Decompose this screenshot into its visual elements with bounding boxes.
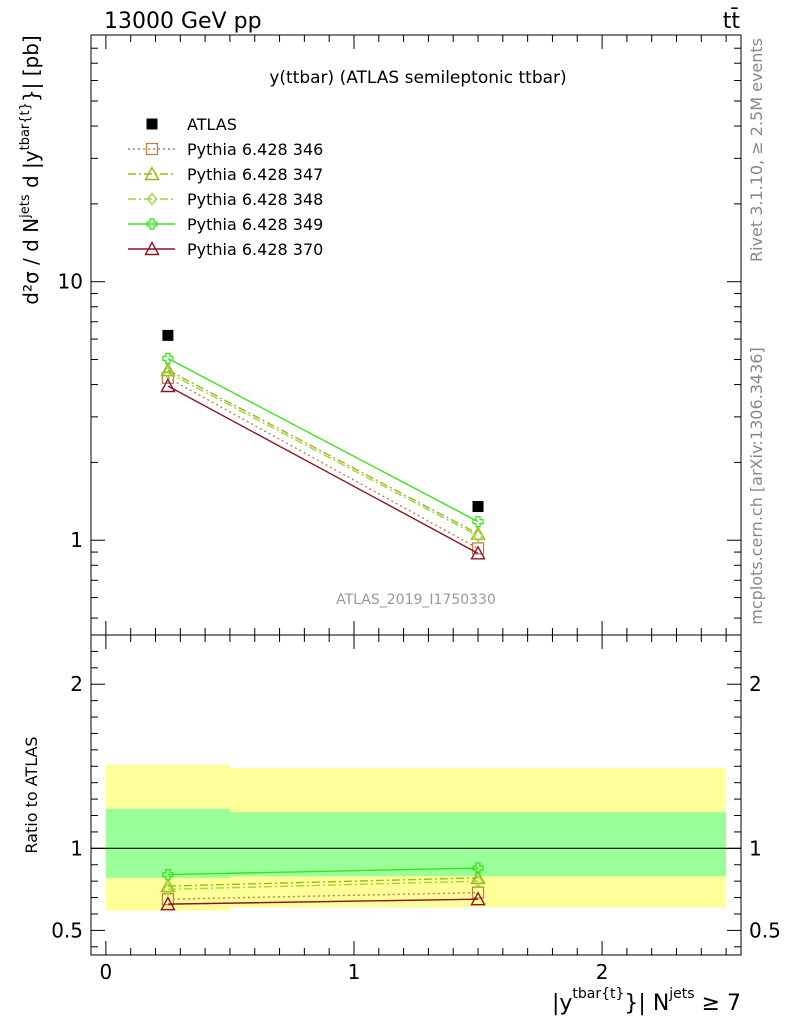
watermark: ATLAS_2019_I1750330 — [336, 592, 496, 608]
ratio-series-0 — [161, 886, 485, 906]
mcplots-label: mcplots.cern.ch [arXiv:1306.3436] — [747, 347, 766, 624]
ratio-series-1 — [160, 869, 486, 893]
ratio-axis-ticks: 0.5 0.5 1 1 2 2 0 1 2 — [51, 635, 781, 984]
energy-label: 13000 GeV pp — [104, 9, 262, 34]
main-series-0 — [162, 329, 484, 513]
main-series-point-1-1 — [471, 542, 485, 555]
legend-marker-4 — [146, 218, 158, 230]
main-series-point-4-1 — [472, 516, 484, 528]
ratio-y-tick-label-left: 2 — [70, 672, 83, 696]
main-series-2 — [160, 362, 486, 540]
ratio-band-green-1 — [229, 812, 727, 877]
legend-label-1: Pythia 6.428 346 — [187, 140, 323, 159]
main-series-line-4 — [167, 357, 479, 523]
ratio-series-point-0-0 — [161, 893, 175, 906]
main-title: y(ttbar) (ATLAS semileptonic ttbar) — [269, 68, 566, 88]
ratio-series-line-2 — [167, 880, 479, 891]
x-axis-label: |ytbar{t}}| Njets ≥ 7 — [552, 986, 741, 1016]
main-series-point-5-0 — [160, 378, 176, 393]
ratio-y-tick-label-right: 2 — [749, 672, 762, 696]
main-series-1 — [161, 371, 485, 555]
main-series-point-3-1 — [472, 529, 484, 543]
legend-label-3: Pythia 6.428 348 — [187, 190, 323, 209]
ratio-series-2 — [162, 874, 484, 896]
main-y-tick-label: 10 — [58, 270, 83, 294]
main-series-point-1-0 — [161, 371, 175, 384]
main-y-axis-label: d²σ / d Njets d |ytbar{t}}| [pb] — [18, 35, 43, 304]
ratio-y-tick-label-left: 0.5 — [51, 918, 83, 942]
legend-marker-5 — [144, 241, 160, 256]
ratio-series-line-0 — [167, 891, 479, 900]
main-series-4 — [162, 352, 484, 528]
main-series-point-5-1 — [470, 545, 486, 560]
main-series-point-2-0 — [160, 362, 176, 377]
ratio-uncertainty-bands — [91, 764, 741, 911]
main-series-group — [160, 329, 486, 560]
main-series-5 — [160, 378, 486, 560]
main-axis-ticks: 1 10 — [58, 34, 741, 635]
ratio-panel: 0.5 0.5 1 1 2 2 0 1 2 Ratio to ATLAS |ytbar{t}}|… — [22, 634, 781, 1016]
ratio-series-line-3 — [167, 867, 479, 876]
ratio-x-tick-label: 2 — [596, 960, 609, 984]
ratio-series-point-4-0 — [160, 896, 176, 911]
legend-label-4: Pythia 6.428 349 — [187, 215, 323, 234]
ratio-series-point-2-0 — [162, 882, 174, 896]
main-y-tick-label: 1 — [70, 528, 83, 552]
ratio-band-green-0 — [105, 808, 230, 878]
ratio-y-tick-label-right: 1 — [749, 836, 762, 860]
ratio-frame — [90, 634, 742, 956]
legend-marker-1 — [145, 142, 159, 156]
legend-label-0: ATLAS — [187, 115, 237, 134]
ratio-series-line-4 — [167, 898, 479, 905]
main-series-line-5 — [167, 385, 479, 554]
ratio-series-point-3-1 — [472, 862, 484, 874]
main-series-point-2-1 — [470, 525, 486, 540]
ratio-x-tick-label: 1 — [348, 960, 361, 984]
legend: ATLAS Pythia 6.428 346 Pythia 6.428 347 Pyt… — [128, 115, 323, 259]
ratio-series-point-2-1 — [472, 874, 484, 888]
legend-marker-0 — [146, 118, 158, 130]
ratio-y-tick-label-left: 1 — [70, 836, 83, 860]
ratio-y-axis-label: Ratio to ATLAS — [22, 736, 41, 853]
ratio-series-line-1 — [167, 877, 479, 887]
ratio-series-group — [160, 862, 486, 911]
ratio-y-tick-label-right: 0.5 — [749, 918, 781, 942]
ratio-series-point-1-1 — [470, 869, 486, 885]
main-series-line-2 — [167, 369, 479, 535]
legend-label-5: Pythia 6.428 370 — [187, 240, 323, 259]
process-label: tt̄ — [723, 8, 741, 34]
legend-label-2: Pythia 6.428 347 — [187, 165, 323, 184]
ratio-x-tick-label: 0 — [100, 960, 113, 984]
main-series-point-0-0 — [162, 329, 174, 341]
main-panel: 110 y(ttbar) (ATLAS semileptonic ttbar) … — [18, 34, 742, 636]
rivet-label: Rivet 3.1.10, ≥ 2.5M events — [747, 38, 766, 262]
legend-marker-3 — [146, 192, 158, 206]
ratio-series-point-4-1 — [470, 891, 486, 906]
main-series-point-0-1 — [472, 501, 484, 513]
main-series-line-3 — [167, 371, 479, 537]
ratio-series-point-1-0 — [160, 878, 176, 893]
ratio-series-4 — [160, 891, 486, 911]
main-series-point-4-0 — [162, 352, 174, 365]
ratio-series-point-3-0 — [162, 868, 174, 881]
ratio-series-3 — [162, 862, 484, 881]
legend-marker-2 — [144, 166, 160, 181]
main-series-line-1 — [167, 377, 479, 550]
